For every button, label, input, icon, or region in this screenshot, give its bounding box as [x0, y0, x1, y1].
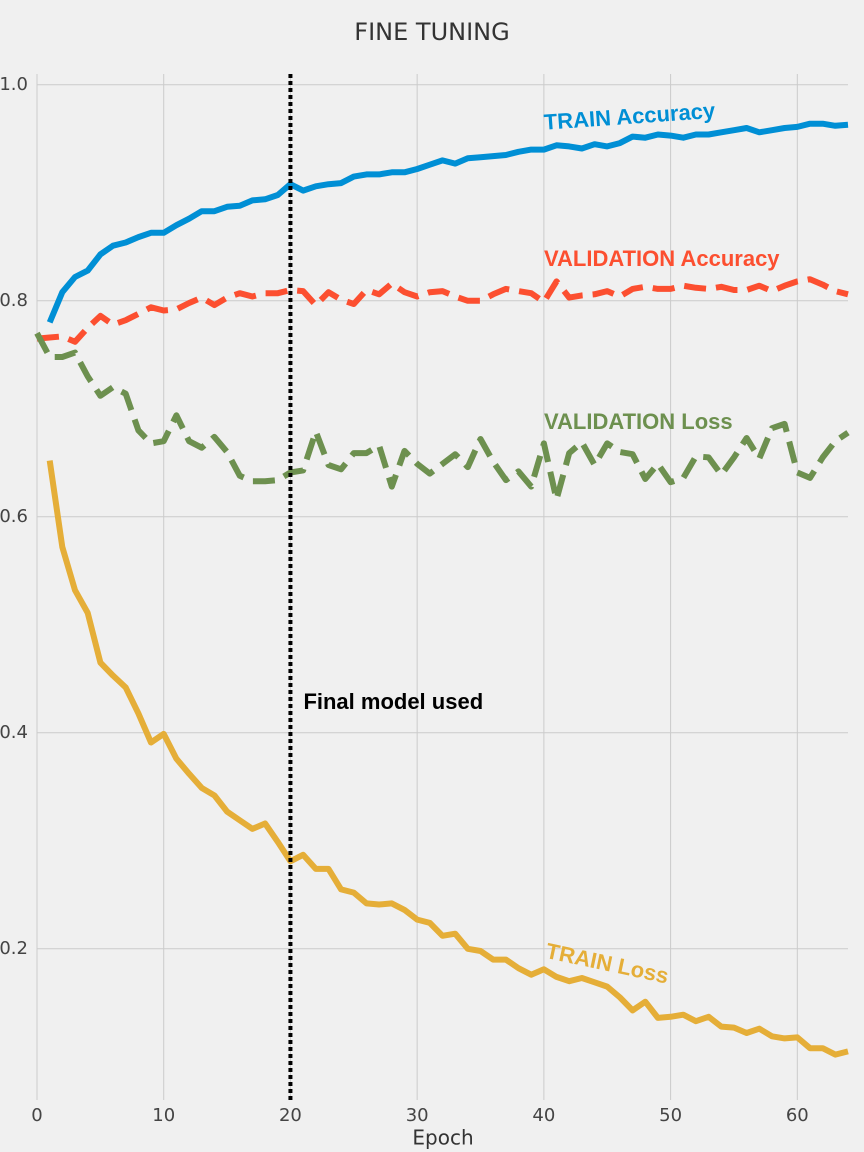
x-tick-label: 30: [406, 1105, 429, 1126]
y-tick-label: 1.0: [0, 74, 28, 95]
x-tick-label: 40: [532, 1105, 555, 1126]
y-tick-label: 0.6: [0, 506, 28, 527]
x-tick-label: 10: [152, 1105, 175, 1126]
y-tick-label: 0.4: [0, 722, 28, 743]
x-tick-label: 50: [659, 1105, 682, 1126]
chart-title: FINE TUNING: [354, 18, 509, 46]
x-tick-label: 60: [786, 1105, 809, 1126]
series-line: [46, 120, 849, 324]
x-tick-label: 20: [279, 1105, 302, 1126]
series-line: [36, 276, 849, 345]
series-label: VALIDATION Accuracy: [544, 246, 780, 271]
series-label: VALIDATION Loss: [544, 409, 733, 434]
y-tick-label: 0.8: [0, 290, 28, 311]
x-axis-label: Epoch: [412, 1126, 473, 1150]
series-line: [34, 331, 850, 503]
marker-label: Final model used: [303, 689, 483, 714]
y-tick-label: 0.2: [0, 938, 28, 959]
series-line: [46, 460, 849, 1058]
x-tick-label: 0: [31, 1105, 42, 1126]
